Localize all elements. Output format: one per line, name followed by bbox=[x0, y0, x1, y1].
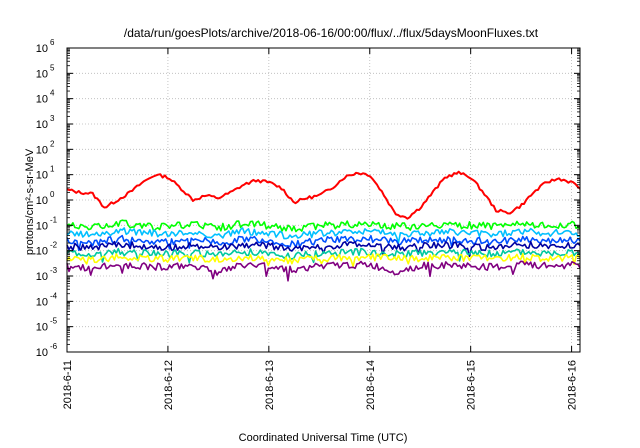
y-tick-label: 104 bbox=[36, 89, 55, 106]
y-tick-label: 106 bbox=[36, 38, 55, 55]
x-tick-label: 2018-6-13 bbox=[264, 360, 276, 410]
series-line bbox=[66, 234, 581, 252]
y-tick-label: 10-6 bbox=[36, 342, 58, 359]
y-tick-label: 10-5 bbox=[36, 317, 58, 334]
series-line bbox=[66, 260, 581, 282]
x-axis-label: Coordinated Universal Time (UTC) bbox=[239, 432, 408, 444]
series-line bbox=[66, 227, 581, 244]
chart-title: /data/run/goesPlots/archive/2018-06-16/0… bbox=[124, 26, 539, 40]
x-tick-label: 2018-6-14 bbox=[365, 360, 377, 410]
y-axis-label: protons/cm²-s-sr-MeV bbox=[24, 148, 36, 255]
series-line bbox=[66, 253, 581, 268]
y-tick-label: 103 bbox=[36, 114, 55, 131]
series-line bbox=[66, 247, 581, 264]
x-tick-label: 2018-6-11 bbox=[62, 360, 74, 409]
x-tick-label: 2018-6-12 bbox=[163, 360, 175, 410]
y-tick-label: 105 bbox=[36, 63, 55, 80]
x-tick-labels: 2018-6-11 2018-6-12 2018-6-13 2018-6-14 2018… bbox=[62, 360, 579, 410]
y-tick-label: 101 bbox=[36, 165, 55, 182]
y-tick-label: 10-3 bbox=[36, 266, 58, 283]
y-tick-label: 102 bbox=[36, 139, 55, 156]
y-tick-labels: 10-6 10-5 10-4 10-3 10-2 10-1 100 101 102 103 104 1… bbox=[36, 38, 58, 359]
y-tick-label: 10-1 bbox=[36, 215, 58, 232]
y-tick-label: 10-2 bbox=[36, 241, 58, 258]
plot-frame bbox=[66, 47, 581, 353]
y-tick-label: 10-4 bbox=[36, 291, 58, 308]
grid bbox=[67, 48, 580, 352]
x-tick-label: 2018-6-16 bbox=[567, 360, 579, 410]
series-line bbox=[66, 170, 581, 220]
series-line bbox=[66, 219, 581, 233]
y-tick-label: 100 bbox=[36, 190, 55, 207]
x-tick-label: 2018-6-15 bbox=[466, 360, 478, 410]
ticks bbox=[66, 47, 580, 353]
series-line bbox=[66, 240, 581, 258]
series-layer bbox=[66, 170, 581, 282]
